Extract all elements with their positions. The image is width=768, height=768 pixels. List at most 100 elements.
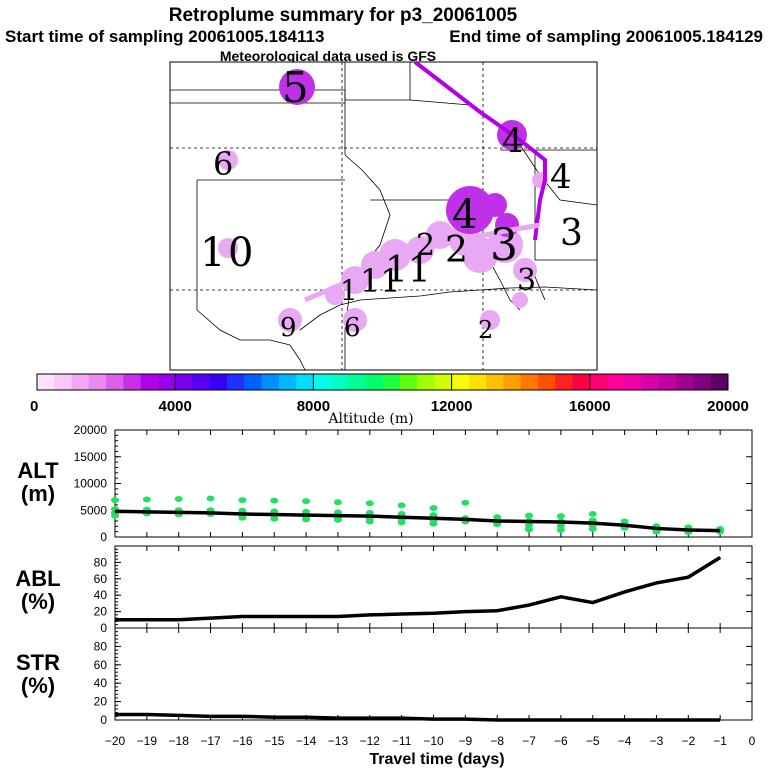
alt-scatter-point-50	[525, 526, 534, 533]
x-tick-label-13: −7	[522, 734, 536, 748]
colorbar-swatch-14	[278, 374, 297, 390]
colorbar-swatch-20	[382, 374, 401, 390]
map-label-3c: 3	[517, 263, 536, 298]
alt-scatter-point-20	[270, 515, 279, 522]
x-tick-label-7: −13	[328, 734, 349, 748]
alt-scatter-point-41	[461, 499, 470, 506]
alt-scatter-point-21	[302, 498, 311, 505]
str-series-line	[115, 712, 721, 722]
map-label-11a: 11	[385, 250, 431, 291]
alt-scatter-point-54	[556, 527, 565, 534]
map-label-5: 5	[282, 63, 309, 112]
str-point-3	[210, 715, 212, 717]
abl-point-5	[273, 616, 275, 618]
abl-point-7	[337, 616, 339, 618]
str-point-7	[337, 717, 339, 719]
colorbar-swatch-10	[209, 374, 228, 390]
colorbar-swatch-19	[365, 374, 383, 390]
x-tick-label-8: −12	[360, 734, 381, 748]
colorbar-swatch-8	[175, 374, 193, 390]
trajectory-map: 5 4 4 6 4 3 3 3 2 2 1 0 11 11 1 9 6 2	[169, 60, 598, 371]
start-time-label: Start time of sampling 20061005.184113	[5, 27, 324, 46]
alt-point-14	[560, 521, 562, 523]
colorbar-swatch-29	[537, 374, 556, 390]
alt-point-13	[528, 520, 530, 522]
alt-scatter-point-51	[556, 513, 565, 520]
abl-ytick-label-2: 40	[94, 588, 108, 602]
colorbar-swatch-34	[624, 374, 643, 390]
abl-point-15	[592, 602, 594, 604]
str-point-2	[178, 714, 180, 716]
colorbar-swatch-1	[54, 374, 73, 390]
map-label-4a: 4	[502, 121, 524, 161]
alt-scatter-point-58	[588, 525, 597, 532]
x-tick-label-10: −10	[423, 734, 444, 748]
trajectory-track	[413, 60, 547, 241]
str-point-18	[687, 719, 689, 721]
alt-point-16	[624, 524, 626, 526]
alt-scatter-point-29	[365, 500, 374, 507]
str-panel-label: STR	[16, 650, 60, 675]
str-panel-frame	[114, 627, 753, 721]
alt-scatter-point-28	[333, 516, 342, 523]
figure-title: Retroplume summary for p3_20061005	[169, 5, 518, 26]
alt-scatter-point-47	[525, 512, 534, 519]
abl-point-6	[305, 616, 307, 618]
abl-point-1	[146, 619, 148, 621]
str-point-8	[369, 717, 371, 719]
map-label-2b: 2	[478, 316, 493, 344]
str-ytick-label-2: 40	[94, 676, 108, 690]
colorbar-swatch-35	[641, 374, 660, 390]
str-ytick-label-3: 20	[94, 695, 108, 709]
colorbar-swatch-5	[123, 374, 142, 390]
str-point-14	[560, 719, 562, 721]
colorbar-swatch-31	[572, 374, 591, 390]
map-gridlines	[170, 62, 597, 370]
alt-scatter-point-17	[270, 497, 279, 504]
alt-ytick-label-3: 5000	[80, 503, 107, 517]
alt-point-9	[401, 516, 403, 518]
alt-point-7	[337, 515, 339, 517]
abl-point-4	[241, 616, 243, 618]
str-point-17	[655, 719, 657, 721]
abl-point-13	[528, 604, 530, 606]
str-point-19	[719, 719, 721, 721]
colorbar-swatch-11	[227, 374, 245, 390]
plume-track	[304, 222, 541, 303]
alt-scatter-point-0	[111, 497, 119, 504]
str-point-11	[464, 718, 466, 720]
str-point-10	[433, 718, 434, 720]
colorbar-title: Altitude (m)	[327, 411, 413, 427]
alt-scatter-point-24	[302, 516, 311, 523]
alt-point-11	[464, 518, 466, 520]
abl-point-11	[464, 611, 466, 613]
colorbar-swatch-23	[434, 374, 453, 390]
x-tick-label-0: −20	[105, 734, 126, 748]
str-point-12	[496, 719, 498, 721]
alt-point-17	[655, 527, 657, 529]
abl-point-18	[687, 576, 689, 578]
str-ytick-label-4: 0	[100, 713, 107, 727]
colorbar-tick-label-0: 0	[30, 398, 38, 415]
alt-scatter-point-25	[333, 499, 342, 506]
str-point-4	[241, 715, 243, 717]
alt-scatter-point-7	[174, 496, 183, 503]
colorbar-swatch-26	[486, 374, 504, 390]
altitude-colorbar: 0 4000 8000 12000 16000 20000	[30, 373, 749, 415]
x-tick-label-18: −2	[681, 734, 695, 748]
x-tick-label-17: −3	[650, 734, 664, 748]
alt-scatter-point-33	[397, 502, 406, 509]
colorbar-tick-label-2: 8000	[297, 398, 330, 415]
alt-scatter-point-3	[111, 512, 119, 519]
abl-point-0	[114, 619, 116, 621]
str-point-9	[401, 717, 403, 719]
alt-ytick-label-2: 10000	[74, 477, 108, 491]
x-tick-label-1: −19	[137, 734, 158, 748]
map-label-4b: 4	[550, 157, 572, 197]
alt-scatter-point-55	[588, 510, 597, 517]
alt-point-12	[496, 520, 498, 522]
alt-scatter-point-49	[525, 522, 534, 529]
alt-scatter-point-53	[556, 522, 565, 529]
alt-point-0	[114, 510, 116, 512]
abl-point-17	[655, 582, 657, 584]
